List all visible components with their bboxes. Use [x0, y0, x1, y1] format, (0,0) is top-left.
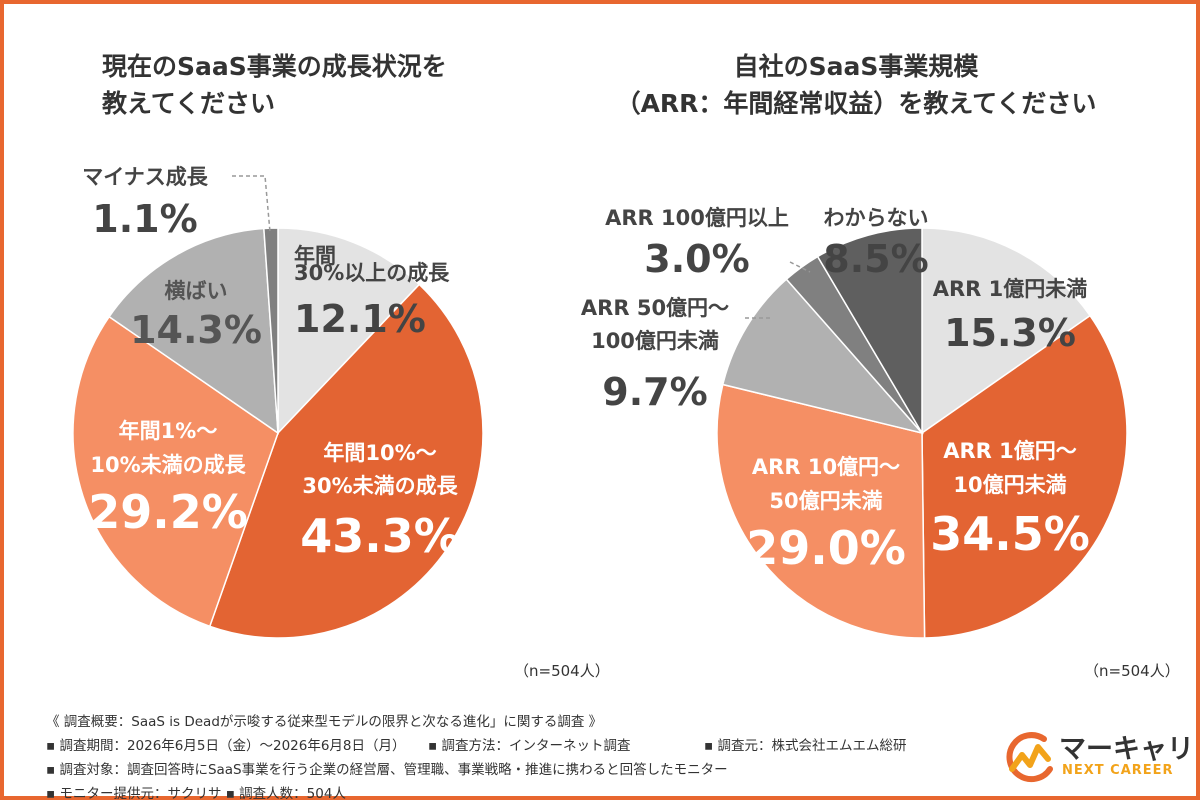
- leader-line: [232, 175, 271, 233]
- chart-1-title-line: 教えてください: [102, 89, 276, 118]
- brand-logo: マーキャリ NEXT CAREER: [1004, 729, 1194, 789]
- slice-label: 30%以上の成長: [294, 261, 450, 285]
- slice-value-label: 12.1%: [294, 297, 426, 341]
- pie-slice: [816, 227, 923, 436]
- slice-label: ARR 1億円〜: [943, 439, 1077, 463]
- slice-value-label: 1.1%: [92, 197, 197, 241]
- slice-value-label: 14.3%: [130, 308, 262, 352]
- chart-1-title-line: 現在のSaaS事業の成長状況を: [102, 52, 447, 81]
- pie-chart-2: ARR 1億円未満 15.3% ARR 1億円〜 10億円未満 34.5% ARR 10億…: [581, 206, 1128, 639]
- slice-label: マイナス成長: [82, 165, 209, 189]
- survey-target: ▪ 調査対象：調査回答時にSaaS事業を行う企業の経営層、管理職、事業戦略・推進…: [46, 762, 728, 778]
- chart-2-title-line: 自社のSaaS事業規模: [733, 52, 979, 81]
- slice-label: 年間10%〜: [323, 441, 436, 465]
- pie-slice: [208, 283, 484, 639]
- slice-label: わからない: [824, 206, 929, 230]
- chart-1-title: 現在のSaaS事業の成長状況を 教えてください: [102, 48, 447, 122]
- slice-value-label: 29.2%: [88, 485, 248, 539]
- slice-label: ARR 100億円以上: [605, 206, 789, 230]
- slice-label: 年間1%〜: [119, 419, 218, 443]
- pie-slice: [921, 314, 1128, 639]
- slice-label: 10%未満の成長: [90, 453, 246, 477]
- pie-slice: [72, 315, 279, 628]
- survey-method: ▪ 調査方法：インターネット調査: [428, 738, 631, 754]
- pie-slice: [721, 278, 925, 435]
- slice-label: ARR 10億円〜: [752, 455, 900, 479]
- slice-label: 50億円未満: [769, 489, 882, 513]
- slice-value-label: 3.0%: [644, 237, 749, 281]
- slice-value-label: 34.5%: [930, 507, 1090, 561]
- slice-label: 横ばい: [165, 279, 228, 303]
- brand-name: マーキャリ: [1059, 734, 1194, 765]
- survey-organizer: ▪ 調査元：株式会社エムエム総研: [704, 738, 907, 754]
- brand-tagline: NEXT CAREER: [1062, 763, 1174, 778]
- slice-label: 30%未満の成長: [302, 474, 458, 498]
- survey-period: ▪ 調査期間：2026年6月5日（金）〜2026年6月8日（月）: [46, 738, 406, 754]
- leader-line: [789, 261, 811, 273]
- pie-slice: [108, 227, 279, 435]
- slice-value-label: 15.3%: [944, 311, 1076, 355]
- slice-label: 10億円未満: [953, 473, 1066, 497]
- slice-value-label: 43.3%: [300, 509, 460, 563]
- pie-slice: [263, 227, 279, 434]
- brand-mark-icon: [1006, 732, 1053, 783]
- slice-value-label: 8.5%: [823, 237, 928, 281]
- slice-value-label: 9.7%: [602, 370, 707, 414]
- chart-2-sample-size: （n=504人）: [1084, 662, 1180, 680]
- chart-2-title-line: （ARR：年間経常収益）を教えてください: [615, 89, 1097, 118]
- slice-label: ARR 50億円〜: [581, 296, 729, 320]
- chart-1-sample-size: （n=504人）: [514, 662, 610, 680]
- pie-slice: [921, 227, 1092, 435]
- pie-slice: [716, 383, 926, 639]
- slice-value-label: 29.0%: [746, 521, 906, 575]
- slice-label: 年間: [294, 244, 336, 268]
- survey-name: 《 調査概要：SaaS is Deadが示唆する従来型モデルの限界と次なる進化」…: [46, 714, 603, 730]
- pie-slice: [277, 227, 421, 435]
- survey-provider: ▪ モニター提供元：サクリサ ▪ 調査人数：504人: [46, 786, 346, 802]
- chart-2-title: 自社のSaaS事業規模 （ARR：年間経常収益）を教えてください: [586, 48, 1126, 122]
- slice-label: 100億円未満: [591, 329, 719, 353]
- slice-label: ARR 1億円未満: [933, 277, 1088, 301]
